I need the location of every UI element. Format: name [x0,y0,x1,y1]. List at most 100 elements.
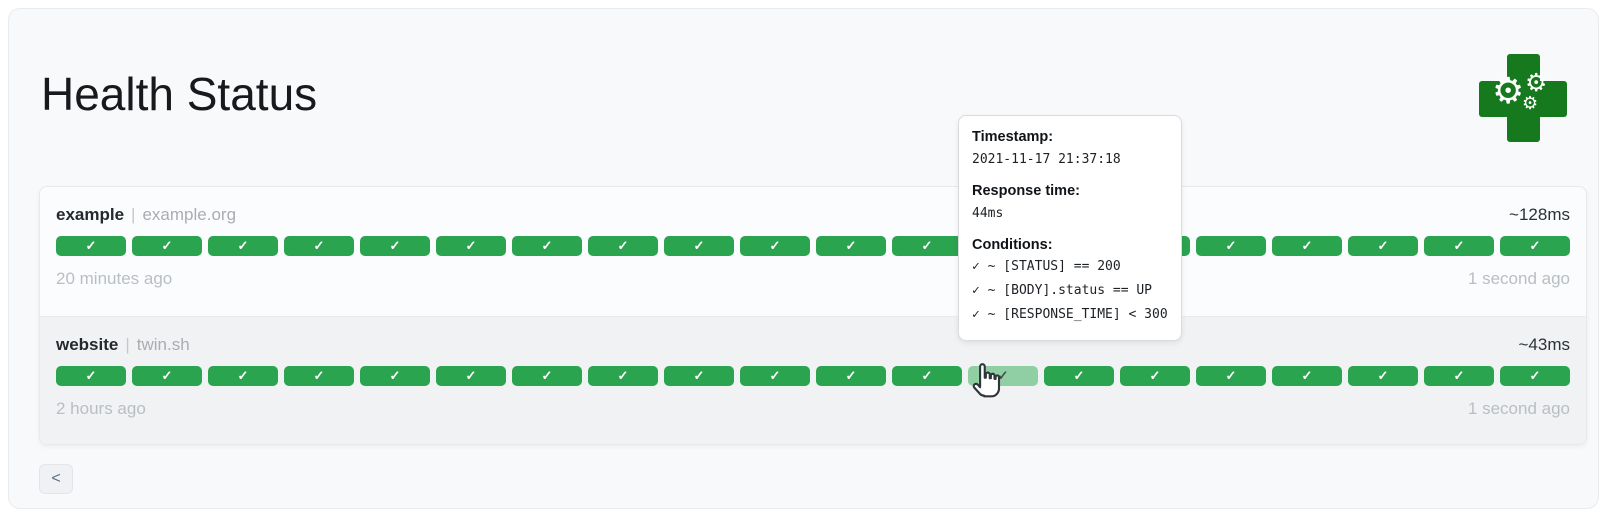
check-icon: ✓ [921,238,933,253]
status-bar[interactable]: ✓ [588,366,658,386]
tooltip-conditions-list: ✓ ~ [STATUS] == 200 ✓ ~ [BODY].status == … [972,255,1168,327]
status-bar[interactable]: ✓ [1500,236,1570,256]
tooltip-response-time-value: 44ms [972,206,1004,221]
tooltip-condition: ✓ ~ [STATUS] == 200 [972,259,1121,274]
status-bar[interactable]: ✓ [132,366,202,386]
service-host: example.org [142,205,237,224]
status-bar[interactable]: ✓ [1424,366,1494,386]
check-icon: ✓ [389,238,401,253]
status-bar[interactable]: ✓ [664,366,734,386]
services-card: example | example.org ~128ms ✓ ✓ ✓ ✓ ✓ ✓ ✓ ✓ ✓ ✓ ✓ ✓ ✓… [39,186,1587,445]
main-card: Health Status ⚙ ⚙ ⚙ example | example.org … [8,8,1599,509]
tooltip-timestamp-label: Timestamp: [972,129,1054,145]
status-bar[interactable]: ✓ [816,236,886,256]
status-bar[interactable]: ✓ [968,366,1038,386]
service-row-website: website | twin.sh ~43ms ✓ ✓ ✓ ✓ ✓ ✓ ✓ ✓ ✓ ✓ ✓ ✓ ✓ ✓ ✓ ✓ ✓ ✓… [40,316,1586,444]
range-start: 20 minutes ago [56,269,173,288]
cross-icon [1479,81,1567,117]
status-bar[interactable]: ✓ [1196,236,1266,256]
status-bar[interactable]: ✓ [56,366,126,386]
status-bar[interactable]: ✓ [588,236,658,256]
check-icon: ✓ [313,368,325,383]
check-icon: ✓ [769,368,781,383]
service-host: twin.sh [136,335,190,354]
separator: | [131,205,136,224]
tooltip-conditions-label: Conditions: [972,237,1053,253]
previous-page-button[interactable]: < [39,464,73,494]
tooltip-condition: ✓ ~ [BODY].status == UP [972,283,1153,298]
gear-icon: ⚙ [1492,71,1525,112]
status-bar[interactable]: ✓ [360,366,430,386]
status-bar[interactable]: ✓ [1044,366,1114,386]
check-icon: ✓ [845,238,857,253]
check-icon: ✓ [1377,368,1389,383]
check-icon: ✓ [1149,368,1161,383]
status-bar[interactable]: ✓ [284,236,354,256]
status-bar[interactable]: ✓ [1348,236,1418,256]
status-bar[interactable]: ✓ [892,366,962,386]
status-bar[interactable]: ✓ [740,236,810,256]
check-icon: ✓ [85,238,97,253]
time-range: 2 hours ago 1 second ago [56,397,1570,421]
check-icon: ✓ [465,368,477,383]
check-icon: ✓ [161,368,173,383]
status-bar[interactable]: ✓ [208,366,278,386]
chevron-left-icon: < [51,470,61,487]
check-icon: ✓ [1225,238,1237,253]
check-icon: ✓ [617,368,629,383]
status-bar[interactable]: ✓ [132,236,202,256]
status-bar[interactable]: ✓ [1500,366,1570,386]
status-bar[interactable]: ✓ [1348,366,1418,386]
avg-response-time: ~128ms [1509,205,1570,224]
check-icon: ✓ [1301,368,1313,383]
check-icon: ✓ [237,238,249,253]
check-icon: ✓ [541,368,553,383]
service-name: website [56,335,119,354]
check-icon: ✓ [1377,238,1389,253]
service-name: example [56,205,125,224]
status-bar[interactable]: ✓ [1196,366,1266,386]
check-icon: ✓ [1453,368,1465,383]
check-icon: ✓ [845,368,857,383]
status-bar[interactable]: ✓ [284,366,354,386]
status-tooltip: Timestamp: 2021-11-17 21:37:18 Response … [958,115,1182,341]
check-icon: ✓ [237,368,249,383]
check-icon: ✓ [161,238,173,253]
status-bar[interactable]: ✓ [1272,236,1342,256]
check-icon: ✓ [1301,238,1313,253]
page-title: Health Status [41,68,318,120]
tooltip-condition: ✓ ~ [RESPONSE_TIME] < 300 [972,307,1168,322]
status-bar[interactable]: ✓ [892,236,962,256]
check-icon: ✓ [693,238,705,253]
status-bar[interactable]: ✓ [360,236,430,256]
gear-icon: ⚙ [1525,68,1548,97]
check-icon: ✓ [1529,368,1541,383]
status-bar[interactable]: ✓ [56,236,126,256]
status-bar[interactable]: ✓ [436,366,506,386]
service-title: example | example.org [56,203,236,227]
status-bar[interactable]: ✓ [1120,366,1190,386]
status-bar[interactable]: ✓ [664,236,734,256]
status-bar[interactable]: ✓ [1272,366,1342,386]
service-title: website | twin.sh [56,333,190,357]
status-bar[interactable]: ✓ [512,366,582,386]
status-bar[interactable]: ✓ [740,366,810,386]
check-icon: ✓ [769,238,781,253]
range-start: 2 hours ago [56,399,146,418]
tooltip-response-time-label: Response time: [972,183,1080,199]
check-icon: ✓ [693,368,705,383]
status-bar[interactable]: ✓ [208,236,278,256]
check-icon: ✓ [1529,238,1541,253]
gear-icon: ⚙ [1522,93,1539,114]
status-bar[interactable]: ✓ [436,236,506,256]
service-header: website | twin.sh ~43ms [56,333,1570,357]
service-row-example: example | example.org ~128ms ✓ ✓ ✓ ✓ ✓ ✓ ✓ ✓ ✓ ✓ ✓ ✓ ✓… [40,187,1586,316]
status-bar[interactable]: ✓ [1424,236,1494,256]
range-end: 1 second ago [1467,269,1570,288]
check-icon: ✓ [1073,368,1085,383]
status-bar[interactable]: ✓ [512,236,582,256]
check-icon: ✓ [541,238,553,253]
service-header: example | example.org ~128ms [56,203,1570,227]
gatus-logo: ⚙ ⚙ ⚙ [1479,54,1567,142]
status-bar[interactable]: ✓ [816,366,886,386]
